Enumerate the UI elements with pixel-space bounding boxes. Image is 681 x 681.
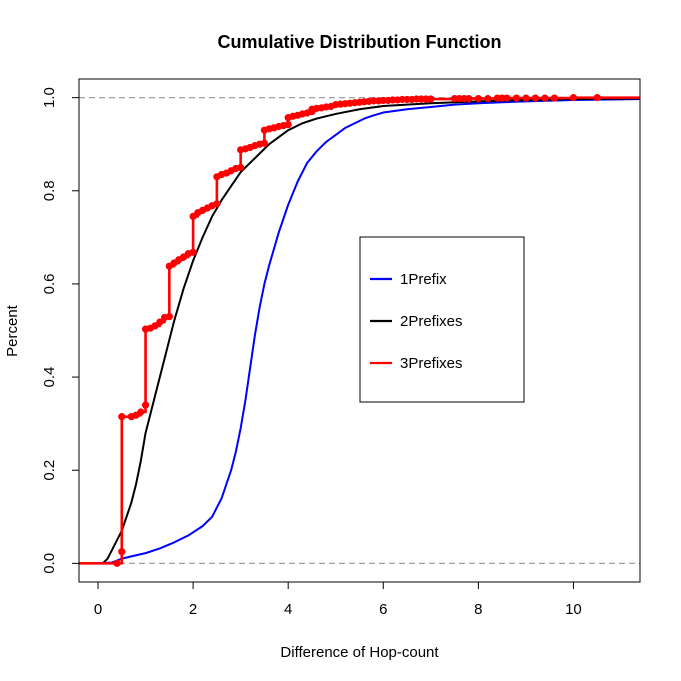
y-tick-label: 0.8 — [41, 180, 58, 201]
legend-label-1Prefix: 1Prefix — [400, 271, 447, 288]
series-point-3Prefixes — [593, 94, 601, 102]
series-point-3Prefixes — [427, 95, 435, 103]
legend-label-3Prefixes: 3Prefixes — [400, 355, 463, 372]
series-point-3Prefixes — [118, 413, 126, 421]
series-point-3Prefixes — [541, 94, 549, 102]
series-point-3Prefixes — [141, 401, 150, 409]
x-axis: 0 2 4 6 8 10 — [94, 582, 582, 618]
series-point-3Prefixes — [512, 94, 520, 102]
series-point-3Prefixes — [284, 121, 292, 129]
x-tick-label: 0 — [94, 601, 102, 618]
plot-frame — [78, 78, 641, 583]
x-tick-label: 10 — [565, 601, 582, 618]
y-tick-label: 0.6 — [41, 273, 58, 294]
series-point-3Prefixes — [237, 163, 245, 172]
series-point-3Prefixes — [137, 408, 145, 416]
legend-box — [359, 236, 525, 403]
series-point-3Prefixes — [165, 312, 173, 321]
y-tick-label: 1.0 — [41, 87, 58, 108]
series-point-3Prefixes — [484, 94, 492, 103]
x-tick-label: 4 — [284, 601, 292, 618]
series-point-3Prefixes — [189, 248, 197, 256]
y-tick-label: 0.0 — [41, 553, 58, 574]
x-axis-label: Difference of Hop-count — [280, 644, 439, 661]
series-point-3Prefixes — [213, 200, 221, 208]
y-tick-label: 0.4 — [41, 367, 58, 388]
series-point-3Prefixes — [260, 139, 269, 147]
series-point-3Prefixes — [156, 318, 164, 326]
series-line-1Prefix — [79, 98, 641, 565]
series-point-3Prefixes — [474, 94, 482, 103]
series-point-3Prefixes — [569, 94, 578, 102]
legend: 1Prefix 2Prefixes 3Prefixes — [359, 236, 525, 403]
y-tick-label: 0.2 — [41, 460, 58, 481]
series-point-3Prefixes — [465, 94, 473, 103]
series-point-3Prefixes — [550, 94, 559, 102]
series-point-3Prefixes — [118, 548, 126, 556]
legend-label-2Prefixes: 2Prefixes — [400, 313, 463, 330]
reference-lines — [79, 97, 640, 564]
series-point-3Prefixes — [503, 94, 511, 102]
x-tick-label: 8 — [474, 601, 482, 618]
series-point-3Prefixes — [531, 94, 540, 102]
series-point-3Prefixes — [522, 94, 530, 102]
x-tick-label: 6 — [379, 601, 387, 618]
chart-title: Cumulative Distribution Function — [218, 32, 502, 52]
points-layer — [113, 94, 601, 567]
x-tick-label: 2 — [189, 601, 197, 618]
series-point-3Prefixes — [113, 559, 121, 567]
y-axis-label: Percent — [4, 304, 21, 357]
y-axis: 0.0 0.2 0.4 0.6 0.8 1.0 — [41, 87, 79, 574]
